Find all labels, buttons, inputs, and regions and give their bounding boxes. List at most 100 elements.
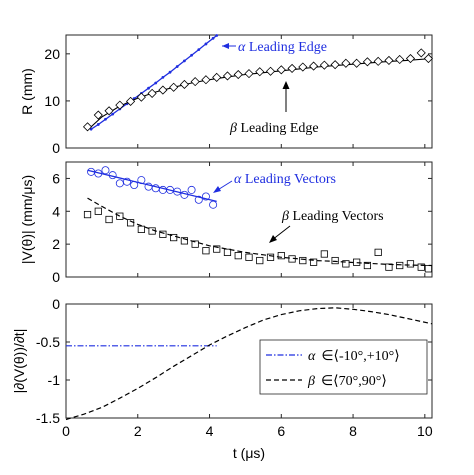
x-tick-label: 10 [417,423,433,439]
beta-vectors-point [245,253,253,261]
legend-alpha-greek: α [308,349,316,364]
y-tick-label: 6 [52,170,60,186]
panel-radius: 0 10 20 R (mm) α Leading Edge β Leading Ed… [19,34,433,156]
x-tick-label: 0 [62,423,70,439]
panel-1-y-label: R (mm) [19,68,35,115]
beta-edge-annotation: β Leading Edge [229,81,319,136]
alpha-vectors-point [201,192,210,201]
y-tick-label: 2 [52,236,60,252]
alpha-edge-point [190,53,193,57]
legend-beta-label: β ∈⟨70°,90°⟩ [307,374,387,389]
alpha-edge-point [204,42,208,46]
beta-edge-point [82,122,93,132]
beta-vectors-point [266,253,275,261]
panel-2-marks [83,166,433,273]
beta-vectors-point [180,237,189,245]
x-tick-label: 6 [277,423,285,439]
panel-3-x-ticks: 0 2 4 6 8 10 [62,304,433,439]
y-tick-label: 10 [44,93,60,109]
beta-edge-point [319,60,329,70]
beta-edge-point [341,58,351,68]
beta-edge-point [330,60,340,70]
alpha-vectors-point [144,182,153,191]
beta-edge-point [352,58,362,68]
beta-vectors-point [363,261,372,270]
beta-edge-point [136,92,146,102]
alpha-vectors-point [123,177,132,186]
legend-beta-text: ∈⟨70°,90°⟩ [321,374,387,389]
panel-3-frame [65,303,433,419]
beta-vectors-point [424,265,433,273]
y-tick-label: 4 [52,203,60,219]
beta-vectors-point [396,261,404,270]
beta-vectors-text: Leading Vectors [289,209,384,224]
beta-vectors-point [159,230,167,238]
beta-edge-point [255,67,265,77]
alpha-edge-point [154,81,158,85]
alpha-edge-label: α Leading Edge [238,40,327,55]
beta-vectors-arrowhead [269,235,277,243]
beta-edge-point [104,106,114,116]
beta-vectors-point [126,219,135,227]
beta-vectors-point [170,233,178,242]
beta-edge-point [158,85,168,95]
beta-vectors-point [406,260,415,268]
alpha-edge-point [111,112,115,116]
beta-vectors-point [191,240,199,248]
beta-vectors-point [331,256,339,265]
alpha-vectors-annotation: α Leading Vectors [213,172,336,193]
panel-2-y-ticks: 0 2 4 6 [52,170,432,285]
alpha-vectors-point [115,179,124,188]
beta-vectors-point [213,245,221,253]
beta-vectors-point [234,252,242,260]
beta-vectors-point [309,258,318,266]
panel-velocity: 0 2 4 6 |V(θ)| (mm/μs) α Leading Vectors β … [19,161,433,285]
beta-edge-point [244,69,254,79]
alpha-vectors-point [137,176,146,185]
beta-edge-point [423,53,433,64]
y-tick-label: 20 [44,46,60,62]
alpha-vectors-point [187,185,196,194]
panel-2-y-label: |V(θ)| (mm/μs) [19,175,35,264]
beta-vectors-point [288,255,296,263]
beta-edge-point [169,82,179,92]
alpha-vectors-point [151,184,160,193]
panel-2-x-ticks [65,162,426,277]
beta-edge-point [309,61,319,71]
alpha-vectors-point [173,187,182,196]
beta-edge-point [416,48,426,58]
x-tick-label: 2 [134,423,142,439]
beta-edge-point [147,88,157,98]
legend-alpha-text: ∈⟨-10°,+10°⟩ [321,349,399,364]
beta-edge-point [287,63,297,73]
y-tick-label: 0 [52,140,60,156]
y-tick-label: -0.5 [36,334,60,350]
alpha-vectors-point [180,190,189,199]
beta-edge-point [212,72,222,82]
beta-edge-point [395,54,405,65]
beta-edge-label: β Leading Edge [229,121,319,136]
beta-vectors-point [320,250,328,258]
alpha-vectors-greek: α [234,172,242,187]
beta-edge-point [179,79,189,90]
beta-vectors-point [94,207,102,215]
panel-3-y-label: |∂(V(θ))/∂t| [11,329,27,394]
alpha-edge-arrowhead [222,43,229,49]
beta-edge-point [126,96,136,106]
beta-vectors-point [374,248,382,256]
beta-vectors-point [256,256,264,265]
beta-edge-point [405,53,416,64]
panel-derivative: 0 2 4 6 8 10 0-0.5-1-1.5 |∂(V(θ))/∂t| t (μs) … [11,296,433,461]
alpha-edge-point [147,86,150,90]
panel-1-x-ticks [65,35,426,148]
panel-2-frame [65,161,433,278]
beta-vectors-point [148,227,156,235]
beta-edge-point [93,110,103,120]
beta-edge-point [362,57,372,67]
beta-vectors-point [299,256,307,265]
alpha-vectors-point [194,195,203,204]
x-tick-label: 8 [349,423,357,439]
legend-beta-greek: β [307,374,315,389]
beta-vectors-fit-line [87,197,433,267]
